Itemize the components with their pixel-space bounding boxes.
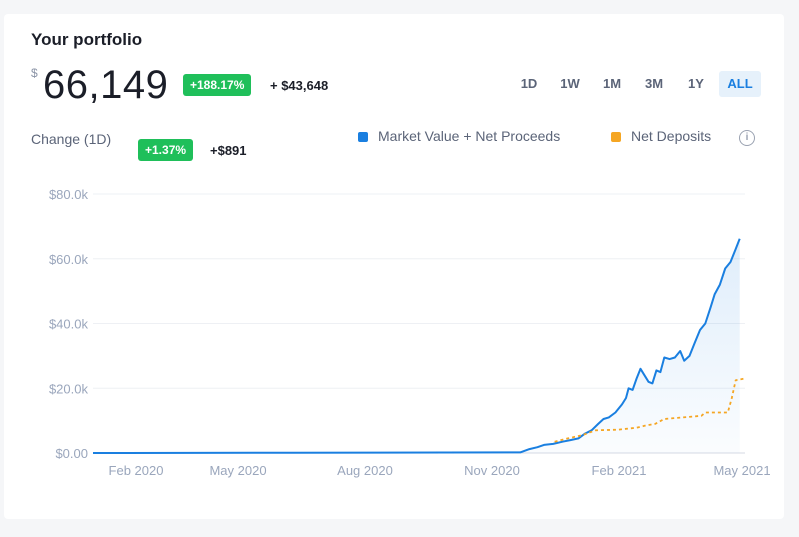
x-tick-label: Feb 2020 — [109, 463, 164, 478]
timeframe-1y[interactable]: 1Y — [688, 76, 704, 91]
timeframe-all[interactable]: ALL — [719, 71, 761, 97]
timeframe-1m[interactable]: 1M — [602, 76, 622, 91]
change-1d-amount: +$891 — [210, 143, 247, 158]
portfolio-value: 66,149 — [43, 63, 169, 107]
currency-symbol: $ — [31, 66, 38, 80]
chart-series — [92, 238, 746, 454]
market-value-line — [92, 238, 741, 454]
y-tick-label: $20.0k — [49, 381, 89, 396]
y-tick-label: $80.0k — [49, 187, 89, 202]
change-1d-badge: +1.37% — [138, 139, 194, 161]
timeframe-3m[interactable]: 3M — [644, 76, 664, 91]
total-change-amount: + $43,648 — [270, 78, 329, 93]
total-change-badge: +188.17% — [183, 74, 252, 96]
y-tick-label: $40.0k — [49, 317, 89, 332]
legend-net-deposits: Net Deposits — [611, 128, 711, 144]
timeframe-1d[interactable]: 1D — [520, 76, 538, 91]
x-tick-label: May 2020 — [209, 463, 266, 478]
x-tick-label: Aug 2020 — [337, 463, 393, 478]
timeframe-1w[interactable]: 1W — [560, 76, 580, 91]
info-icon[interactable]: i — [739, 130, 755, 146]
x-tick-label: May 2021 — [713, 463, 770, 478]
legend-market-value-swatch — [358, 132, 368, 142]
legend-market-value-label: Market Value + Net Proceeds — [378, 128, 561, 144]
page-title: Your portfolio — [31, 30, 143, 49]
x-tick-label: Feb 2021 — [592, 463, 647, 478]
x-axis: Feb 2020 May 2020 Aug 2020 Nov 2020 Feb 2021… — [109, 463, 771, 478]
y-tick-label: $0.00 — [55, 446, 88, 461]
y-tick-label: $60.0k — [49, 252, 89, 267]
legend-net-deposits-label: Net Deposits — [631, 128, 712, 144]
series-area-0 — [93, 238, 740, 453]
x-tick-label: Nov 2020 — [464, 463, 520, 478]
legend-market-value: Market Value + Net Proceeds — [358, 128, 560, 144]
change-1d-label: Change (1D) — [31, 131, 112, 147]
legend-net-deposits-swatch — [611, 132, 621, 142]
y-axis: $0.00 $20.0k $40.0k $60.0k $80.0k — [49, 187, 89, 461]
